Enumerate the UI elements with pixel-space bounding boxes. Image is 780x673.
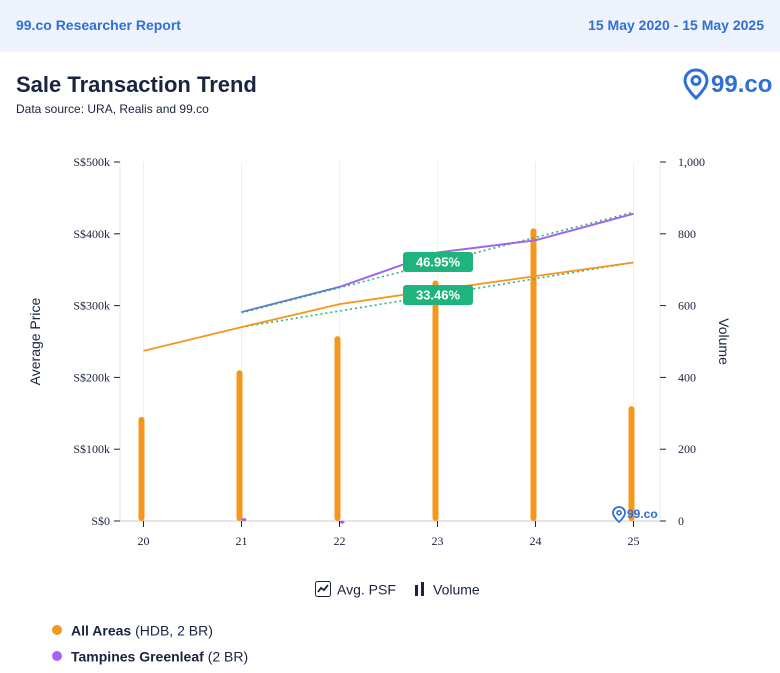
chart-watermark: 99.co bbox=[612, 506, 658, 524]
watermark-text: 99.co bbox=[627, 507, 658, 521]
legend-series-name: Tampines Greenleaf bbox=[71, 648, 204, 665]
right-tick-label: 800 bbox=[678, 227, 696, 241]
legend-dot bbox=[52, 625, 62, 636]
volume-bar bbox=[334, 336, 341, 521]
volume-bars bbox=[138, 228, 635, 524]
legend-series-detail: (2 BR) bbox=[207, 648, 249, 665]
right-tick-label: 400 bbox=[678, 370, 696, 384]
avg-psf-toggle[interactable]: Avg. PSF bbox=[315, 580, 396, 598]
volume-bar bbox=[628, 406, 635, 521]
left-tick-label: S$400k bbox=[73, 227, 110, 241]
right-tick-label: 600 bbox=[678, 299, 696, 313]
growth-badge: 33.46% bbox=[403, 285, 473, 305]
x-tick-label: 24 bbox=[530, 534, 542, 548]
left-tick-label: S$300k bbox=[73, 299, 110, 313]
x-tick-label: 23 bbox=[432, 534, 444, 548]
left-tick-label: S$0 bbox=[91, 514, 110, 528]
y-left-axis-title: Average Price bbox=[27, 297, 43, 385]
left-tick-label: S$500k bbox=[73, 155, 110, 169]
volume-label: Volume bbox=[433, 581, 480, 598]
volume-bar bbox=[530, 228, 537, 522]
logo-text: 99.co bbox=[711, 71, 773, 98]
volume-bar bbox=[241, 518, 247, 522]
badge-layer: 46.95% 33.46% bbox=[403, 252, 473, 305]
volume-bar bbox=[339, 520, 345, 524]
x-tick-label: 25 bbox=[628, 534, 640, 548]
report-header: 99.co Researcher Report 15 May 2020 - 15… bbox=[0, 0, 780, 52]
avg-psf-label: Avg. PSF bbox=[337, 581, 396, 598]
legend-item-all-areas[interactable]: All Areas (HDB, 2 BR) bbox=[52, 621, 213, 638]
legend-series-detail: (HDB, 2 BR) bbox=[135, 622, 213, 639]
report-brand: 99.co Researcher Report bbox=[16, 17, 181, 33]
grid-layer bbox=[119, 162, 661, 522]
legend-item-tampines-greenleaf[interactable]: Tampines Greenleaf (2 BR) bbox=[52, 647, 248, 664]
price-line-all-areas bbox=[143, 261, 634, 352]
volume-bar bbox=[236, 370, 243, 521]
data-source-note: Data source: URA, Realis and 99.co bbox=[16, 102, 209, 116]
location-pin-icon bbox=[683, 68, 709, 100]
trend-line bbox=[241, 261, 634, 328]
growth-badge: 46.95% bbox=[403, 252, 473, 272]
volume-bar bbox=[432, 280, 439, 521]
line-chart-icon bbox=[315, 581, 331, 598]
right-tick-label: 0 bbox=[678, 514, 684, 528]
left-tick-label: S$200k bbox=[73, 370, 110, 384]
price-lines bbox=[143, 211, 634, 352]
legend-dot bbox=[52, 651, 62, 662]
brand-logo: 99.co bbox=[683, 68, 772, 102]
watermark-pin-icon bbox=[612, 506, 626, 524]
left-tick-label: S$100k bbox=[73, 442, 110, 456]
x-tick-label: 20 bbox=[138, 534, 150, 548]
page-title: Sale Transaction Trend bbox=[16, 72, 257, 97]
right-tick-label: 200 bbox=[678, 442, 696, 456]
volume-toggle[interactable]: Volume bbox=[413, 580, 480, 597]
legend-series-name: All Areas bbox=[71, 622, 132, 639]
badge-background bbox=[403, 285, 473, 305]
volume-bar bbox=[138, 416, 145, 521]
badge-label: 33.46% bbox=[416, 288, 461, 303]
sale-transaction-chart: S$0 S$100k S$200k S$300k S$400k S$500k 0 200 400… bbox=[27, 155, 732, 548]
price-line-tampines-greenleaf bbox=[339, 212, 634, 288]
badge-background bbox=[403, 252, 473, 272]
y-right-axis-title: Volume bbox=[716, 318, 732, 365]
x-tick-label: 21 bbox=[236, 534, 248, 548]
x-tick-label: 22 bbox=[334, 534, 346, 548]
right-tick-label: 1,000 bbox=[678, 155, 705, 169]
bar-chart-icon bbox=[415, 582, 424, 597]
report-date-range: 15 May 2020 - 15 May 2025 bbox=[588, 17, 764, 33]
axes-layer: S$0 S$100k S$200k S$300k S$400k S$500k 0 200 400… bbox=[27, 155, 732, 548]
badge-label: 46.95% bbox=[416, 255, 461, 270]
